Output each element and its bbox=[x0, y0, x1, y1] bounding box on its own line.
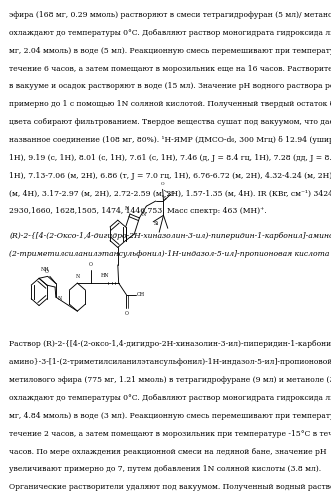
Text: мг, 4.84 ммоль) в воде (3 мл). Реакционную смесь перемешивают при температуре 0°: мг, 4.84 ммоль) в воде (3 мл). Реакционн… bbox=[9, 412, 331, 420]
Text: часов. По мере охлаждения реакционной смеси на ледяной бане, значение рН: часов. По мере охлаждения реакционной см… bbox=[9, 448, 327, 456]
Text: охлаждают до температуры 0°C. Добавляют раствор моногидрата гидроксида лития (11: охлаждают до температуры 0°C. Добавляют … bbox=[9, 394, 331, 402]
Text: O: O bbox=[161, 182, 165, 186]
Text: N: N bbox=[58, 296, 62, 301]
Text: охлаждают до температуры 0°C. Добавляют раствор моногидрата гидроксида лития (49: охлаждают до температуры 0°C. Добавляют … bbox=[9, 29, 331, 37]
Text: OH: OH bbox=[137, 292, 145, 297]
Text: мг, 2.04 ммоль) в воде (5 мл). Реакционную смесь перемешивают при температуре 0°: мг, 2.04 ммоль) в воде (5 мл). Реакционн… bbox=[9, 47, 331, 55]
Text: Органические растворители удаляют под вакуумом. Полученный водный раствор: Органические растворители удаляют под ва… bbox=[9, 483, 331, 491]
Text: O: O bbox=[171, 191, 175, 195]
Text: N: N bbox=[75, 274, 79, 279]
Text: O: O bbox=[124, 311, 128, 316]
Text: O: O bbox=[89, 262, 93, 267]
Text: (R)-2-{[4-(2-Оксо-1,4-дигидро-2H-хиназолин-3-ил)-пиперидин-1-карбонил]-амино}-3-: (R)-2-{[4-(2-Оксо-1,4-дигидро-2H-хиназол… bbox=[9, 233, 331, 241]
Text: (м, 4Н), 3.17-2.97 (м, 2Н), 2.72-2.59 (м, 2Н), 1.57-1.35 (м, 4Н). IR (КВr, см⁻¹): (м, 4Н), 3.17-2.97 (м, 2Н), 2.72-2.59 (м… bbox=[9, 190, 331, 198]
Text: амино}-3-[1-(2-триметилсиланилэтансульфонил)-1H-индазол-5-ил]-пропионовой кислот: амино}-3-[1-(2-триметилсиланилэтансульфо… bbox=[9, 358, 331, 366]
Text: 2930,1660, 1628,1505, 1474, 1446,753. Масс спектр: 463 (МН)⁺.: 2930,1660, 1628,1505, 1474, 1446,753. Ма… bbox=[9, 208, 267, 216]
Text: N: N bbox=[125, 206, 129, 211]
Text: N: N bbox=[142, 212, 146, 217]
Text: S: S bbox=[163, 196, 166, 201]
Text: Раствор (R)-2-{[4-(2-оксо-1,4-дигидро-2H-хиназолин-3-ил)-пиперидин-1-карбонил]-: Раствор (R)-2-{[4-(2-оксо-1,4-дигидро-2H… bbox=[9, 340, 331, 348]
Text: названное соединение (108 мг, 80%). ¹Н-ЯМР (ДМСО-d₆, 300 Мгц) δ 12.94 (уширенный: названное соединение (108 мг, 80%). ¹Н-Я… bbox=[9, 136, 331, 144]
Text: течение 2 часов, а затем помещают в морозильник при температуре -15°C в течение : течение 2 часов, а затем помещают в моро… bbox=[9, 430, 331, 438]
Text: в вакууме и осадок растворяют в воде (15 мл). Значение рН водного раствора регул: в вакууме и осадок растворяют в воде (15… bbox=[9, 82, 331, 90]
Text: цвета собирают фильтрованием. Твердое вещества сушат под вакуумом, что дает: цвета собирают фильтрованием. Твердое ве… bbox=[9, 118, 331, 126]
Text: 1Н), 7.13-7.06 (м, 2Н), 6.86 (т, J = 7.0 гц, 1Н), 6.76-6.72 (м, 2Н), 4.32-4.24 (: 1Н), 7.13-7.06 (м, 2Н), 6.86 (т, J = 7.0… bbox=[9, 172, 331, 180]
Text: HN: HN bbox=[101, 273, 109, 278]
Text: течение 6 часов, а затем помещают в морозильник еще на 16 часов. Растворители уд: течение 6 часов, а затем помещают в моро… bbox=[9, 64, 331, 72]
Text: эфира (168 мг, 0.29 ммоль) растворяют в смеси тетрагидрофуран (5 мл)/ метанол (5: эфира (168 мг, 0.29 ммоль) растворяют в … bbox=[9, 11, 331, 19]
Text: увеличивают примерно до 7, путем добавления 1N соляной кислоты (3.8 мл).: увеличивают примерно до 7, путем добавле… bbox=[9, 466, 321, 474]
Text: Si: Si bbox=[153, 221, 158, 226]
Text: O: O bbox=[44, 269, 48, 274]
Text: метилового эфира (775 мг, 1.21 ммоль) в тетрагидрофуране (9 мл) и метаноле (3 мл: метилового эфира (775 мг, 1.21 ммоль) в … bbox=[9, 376, 331, 384]
Text: (2-триметилсиланилэтансульфонил)-1H-индазол-5-ил]-пропионовая кислота: (2-триметилсиланилэтансульфонил)-1H-инда… bbox=[9, 250, 330, 258]
Text: 1Н), 9.19 (с, 1Н), 8.01 (с, 1Н), 7.61 (с, 1Н), 7.46 (д, J = 8.4 гц, 1Н), 7.28 (д: 1Н), 9.19 (с, 1Н), 8.01 (с, 1Н), 7.61 (с… bbox=[9, 154, 331, 162]
Text: примерно до 1 с помощью 1N соляной кислотой. Полученный твердый остаток белого: примерно до 1 с помощью 1N соляной кисло… bbox=[9, 100, 331, 108]
Text: NH: NH bbox=[40, 266, 49, 272]
